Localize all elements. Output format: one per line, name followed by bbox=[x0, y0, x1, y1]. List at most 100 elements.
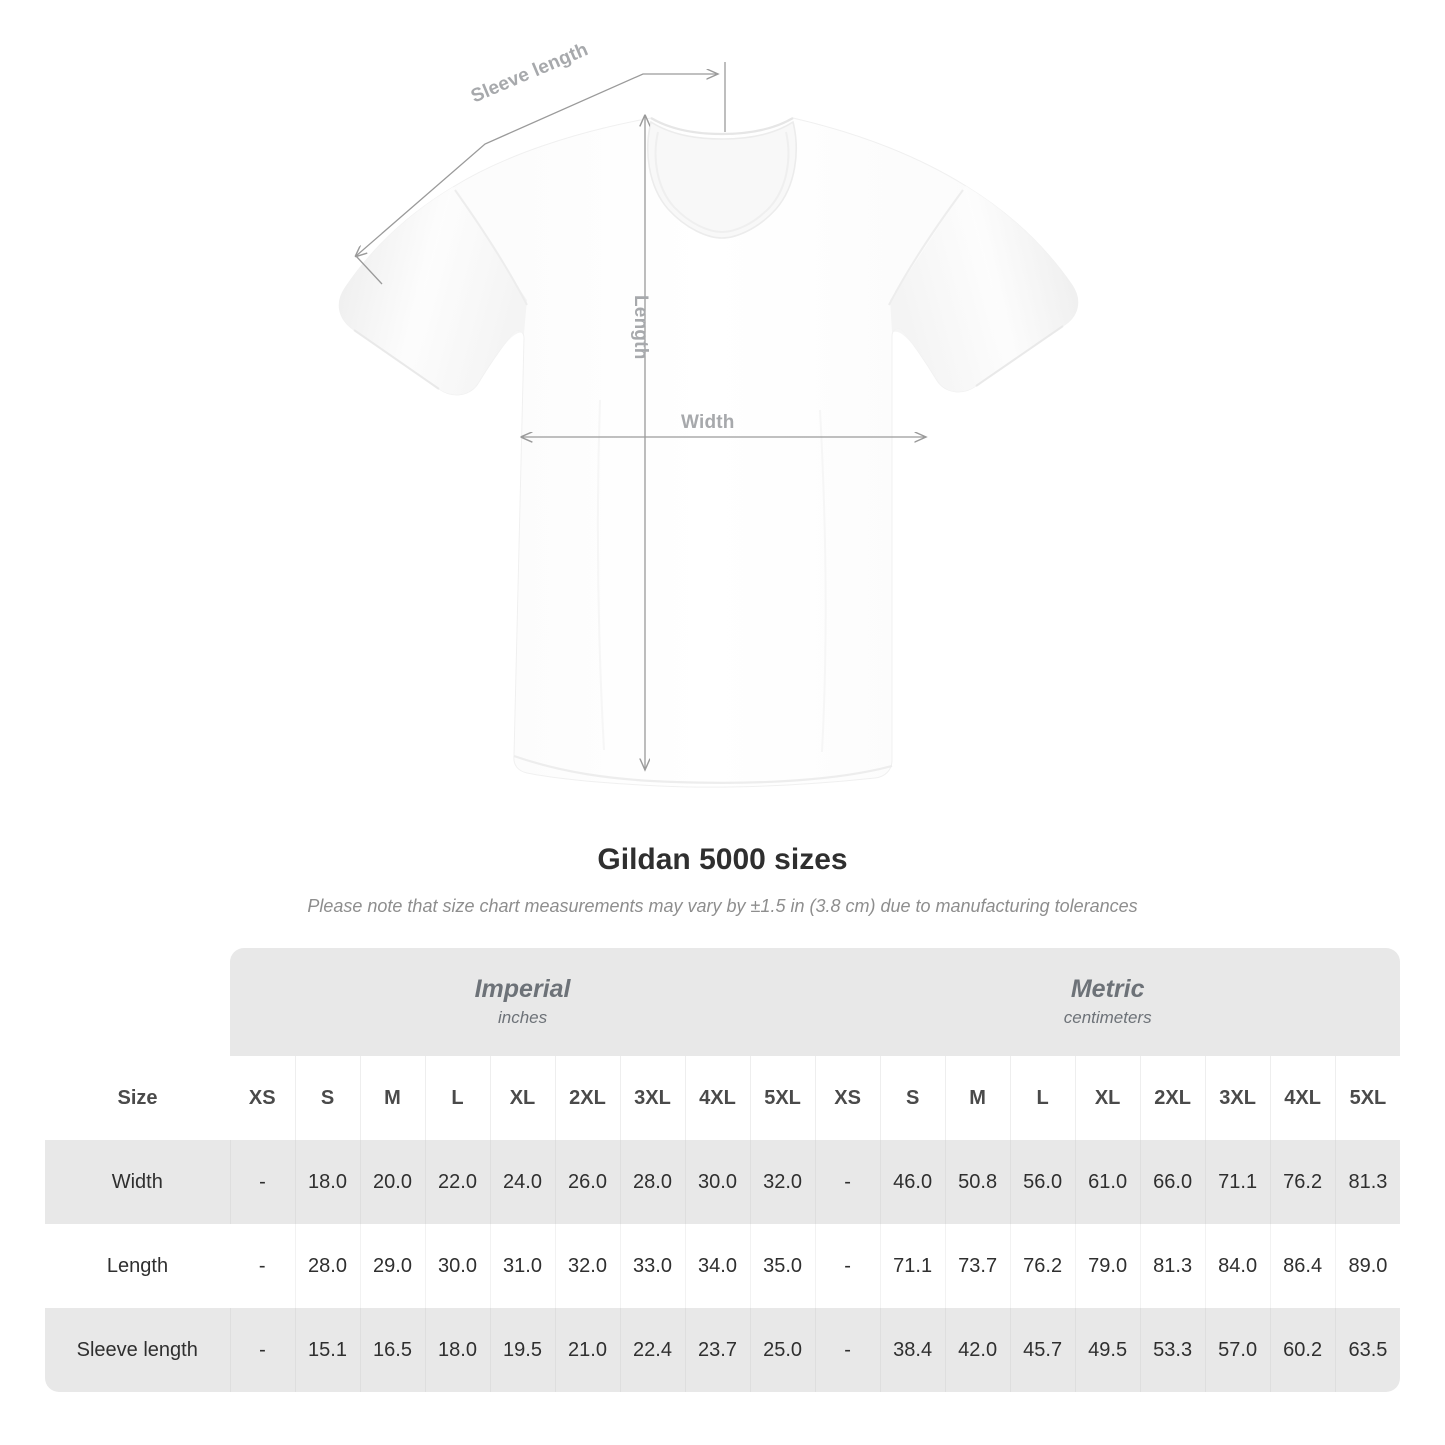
unit-group-imperial: Imperial inches bbox=[230, 948, 816, 1056]
table-cell: 33.0 bbox=[619, 1224, 685, 1308]
column-header-m: M bbox=[359, 1056, 425, 1140]
table-cell: 42.0 bbox=[944, 1308, 1011, 1392]
tshirt-diagram: Sleeve length Length Width bbox=[338, 39, 1079, 788]
column-header-5xl: 5XL bbox=[1334, 1056, 1401, 1140]
tolerance-note: Please note that size chart measurements… bbox=[307, 896, 1138, 916]
table-cell: 66.0 bbox=[1139, 1140, 1206, 1224]
table-cell: 29.0 bbox=[359, 1224, 425, 1308]
table-cell: 22.0 bbox=[424, 1140, 490, 1224]
column-header-3xl: 3XL bbox=[619, 1056, 685, 1140]
table-cell: 89.0 bbox=[1334, 1224, 1401, 1308]
table-cell: 71.1 bbox=[1204, 1140, 1271, 1224]
tshirt-illustration bbox=[338, 62, 1079, 788]
table-cell: 30.0 bbox=[424, 1224, 490, 1308]
column-header-xl: XL bbox=[1074, 1056, 1141, 1140]
table-cell: 73.7 bbox=[944, 1224, 1011, 1308]
table-cell: - bbox=[814, 1224, 881, 1308]
table-cell: 20.0 bbox=[359, 1140, 425, 1224]
table-cell: 76.2 bbox=[1009, 1224, 1076, 1308]
table-cell: 21.0 bbox=[554, 1308, 620, 1392]
table-cell: 53.3 bbox=[1139, 1308, 1206, 1392]
size-header-row: Size XS S M L XL 2XL 3XL 4XL 5XL XS S M L XL 2XL 3XL 4XL 5… bbox=[45, 1056, 1401, 1140]
table-cell: - bbox=[229, 1308, 295, 1392]
table-cell: 81.3 bbox=[1139, 1224, 1206, 1308]
row-label-width: Width bbox=[45, 1140, 230, 1224]
table-cell: 38.4 bbox=[879, 1308, 946, 1392]
column-header-4xl: 4XL bbox=[684, 1056, 750, 1140]
column-header-s: S bbox=[879, 1056, 946, 1140]
table-cell: 84.0 bbox=[1204, 1224, 1271, 1308]
column-header-2xl: 2XL bbox=[554, 1056, 620, 1140]
table-cell: 22.4 bbox=[619, 1308, 685, 1392]
table-cell: 57.0 bbox=[1204, 1308, 1271, 1392]
table-cell: 81.3 bbox=[1334, 1140, 1401, 1224]
column-header-l: L bbox=[1009, 1056, 1076, 1140]
size-table-body: Width -18.0 20.0 22.0 24.0 26.0 28.0 30.0 32.0-4… bbox=[45, 1140, 1401, 1392]
table-cell: 26.0 bbox=[554, 1140, 620, 1224]
table-row: Sleeve length -15.1 16.5 18.0 19.5 21.0 22.4 23… bbox=[45, 1308, 1401, 1392]
table-cell: 25.0 bbox=[749, 1308, 816, 1392]
table-cell: 30.0 bbox=[684, 1140, 750, 1224]
banner-spacer bbox=[45, 948, 230, 1056]
table-cell: 15.1 bbox=[294, 1308, 360, 1392]
page-title: Gildan 5000 sizes bbox=[597, 843, 848, 876]
table-cell: 28.0 bbox=[619, 1140, 685, 1224]
table-cell: - bbox=[230, 1224, 295, 1308]
table-cell: 71.1 bbox=[879, 1224, 946, 1308]
column-header-s: S bbox=[294, 1056, 360, 1140]
unit-group-metric: Metric centimeters bbox=[815, 948, 1401, 1056]
table-cell: 16.5 bbox=[359, 1308, 425, 1392]
column-header-xl: XL bbox=[489, 1056, 555, 1140]
length-label: Length bbox=[630, 295, 651, 360]
table-row: Length -28.0 29.0 30.0 31.0 32.0 33.0 34.0 35.0-… bbox=[45, 1224, 1401, 1308]
table-cell: 63.5 bbox=[1334, 1308, 1401, 1392]
table-cell: 34.0 bbox=[684, 1224, 750, 1308]
table-row: Width -18.0 20.0 22.0 24.0 26.0 28.0 30.0 32.0-4… bbox=[45, 1140, 1401, 1224]
unit-name: inches bbox=[497, 1008, 548, 1027]
tshirt-silhouette bbox=[338, 117, 1079, 788]
unit-name: centimeters bbox=[1063, 1008, 1152, 1027]
measurement-annotations bbox=[356, 62, 926, 770]
column-header-m: M bbox=[944, 1056, 1011, 1140]
size-chart-table: Imperial inches Metric centimeters Size X… bbox=[45, 948, 1401, 1392]
table-cell: 24.0 bbox=[489, 1140, 555, 1224]
table-cell: 18.0 bbox=[294, 1140, 360, 1224]
table-cell: 76.2 bbox=[1269, 1140, 1336, 1224]
chart-caption: Gildan 5000 sizes Please note that size … bbox=[0, 840, 1445, 918]
table-cell: 60.2 bbox=[1269, 1308, 1336, 1392]
unit-banner-row: Imperial inches Metric centimeters bbox=[45, 948, 1401, 1056]
column-header-xs: XS bbox=[814, 1056, 881, 1140]
table-cell: 35.0 bbox=[749, 1224, 816, 1308]
table-cell: 45.7 bbox=[1009, 1308, 1076, 1392]
table-cell: 28.0 bbox=[294, 1224, 360, 1308]
column-header-5xl: 5XL bbox=[749, 1056, 816, 1140]
sleeve-length-dimension bbox=[356, 62, 726, 285]
width-label: Width bbox=[681, 412, 735, 433]
table-cell: - bbox=[229, 1140, 295, 1224]
row-label-length: Length bbox=[45, 1224, 230, 1308]
table-cell: 50.8 bbox=[944, 1140, 1011, 1224]
table-cell: 79.0 bbox=[1074, 1224, 1141, 1308]
table-cell: 32.0 bbox=[749, 1140, 816, 1224]
table-cell: 32.0 bbox=[554, 1224, 620, 1308]
unit-system-name: Imperial bbox=[474, 975, 571, 1003]
table-cell: 61.0 bbox=[1074, 1140, 1141, 1224]
column-header-2xl: 2XL bbox=[1139, 1056, 1206, 1140]
table-cell: 49.5 bbox=[1074, 1308, 1141, 1392]
table-cell: 46.0 bbox=[879, 1140, 946, 1224]
column-header-l: L bbox=[424, 1056, 490, 1140]
table-cell: 18.0 bbox=[424, 1308, 490, 1392]
unit-system-name: Metric bbox=[1070, 975, 1145, 1003]
table-cell: 31.0 bbox=[489, 1224, 555, 1308]
column-header-size: Size bbox=[45, 1056, 230, 1140]
column-header-3xl: 3XL bbox=[1204, 1056, 1271, 1140]
column-header-xs: XS bbox=[230, 1056, 295, 1140]
table-cell: 23.7 bbox=[684, 1308, 750, 1392]
table-cell: 86.4 bbox=[1269, 1224, 1336, 1308]
table-cell: 19.5 bbox=[489, 1308, 555, 1392]
table-cell: - bbox=[814, 1140, 881, 1224]
size-chart-table-container: Imperial inches Metric centimeters Size X… bbox=[45, 948, 1401, 1392]
table-cell: 56.0 bbox=[1009, 1140, 1076, 1224]
table-cell: - bbox=[814, 1308, 881, 1392]
row-label-sleeve-length: Sleeve length bbox=[45, 1308, 230, 1392]
